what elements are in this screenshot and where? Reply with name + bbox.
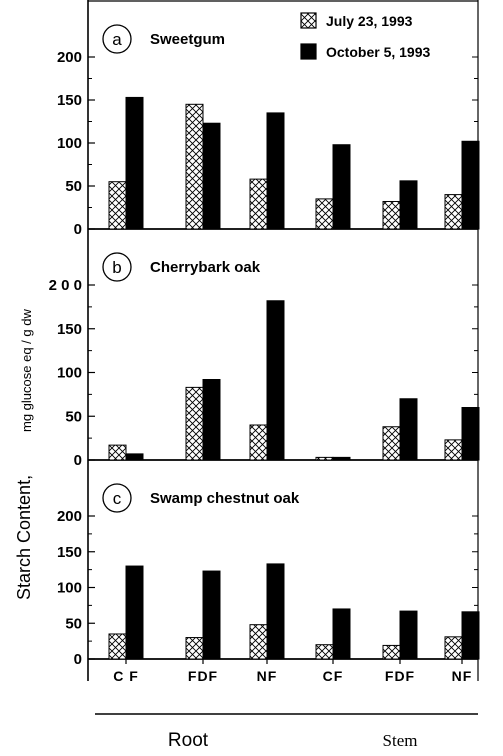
y-axis-label: Starch Content,: [14, 475, 34, 600]
y-tick-label: 50: [65, 615, 82, 632]
x-tick-label: NF: [257, 668, 278, 684]
bar-july-cf: [108, 633, 127, 660]
plot-layer: 0 50 100 150 200 a Sweetgum 0 50 100 150 2 0 0 b Cher…: [49, 0, 480, 751]
bar-july-nf: [249, 624, 268, 660]
legend-label-july: July 23, 1993: [326, 13, 413, 29]
y-tick-label: 200: [57, 49, 82, 66]
x-tick-label: C F: [113, 668, 139, 684]
bar-october-cf: [125, 453, 144, 461]
legend: July 23, 1993 October 5, 1993: [300, 12, 430, 60]
bar-july-cf: [315, 198, 334, 230]
bar-october-nf: [266, 300, 285, 461]
y-tick-label: 100: [57, 135, 82, 152]
bar-october-fdf: [399, 398, 418, 461]
y-tick-label: 0: [74, 221, 82, 238]
y-tick-label: 150: [57, 92, 82, 109]
bar-july-fdf: [185, 103, 204, 230]
panel-letter: a: [112, 30, 122, 49]
panel-b: 0 50 100 150 2 0 0 b Cherrybark oak: [49, 252, 480, 469]
bar-july-fdf: [382, 200, 401, 230]
bar-october-cf: [332, 144, 351, 230]
bar-july-nf: [444, 194, 463, 230]
shared-axis-text: Starch Content, mg glucose eq / g dw: [14, 309, 34, 600]
panel-letter-circle: [102, 252, 132, 282]
y-tick-label: 0: [74, 452, 82, 469]
panel-a: 0 50 100 150 200 a Sweetgum: [57, 24, 480, 238]
bar-july-nf: [249, 424, 268, 461]
bar-july-fdf: [185, 386, 204, 461]
bar-october-fdf: [202, 122, 221, 230]
bar-july-fdf: [382, 644, 401, 660]
bar-october-cf: [125, 565, 144, 660]
y-tick-label: 0: [74, 651, 82, 668]
y-tick-label: 150: [57, 321, 82, 338]
bar-october-fdf: [399, 180, 418, 230]
legend-swatch-july: [300, 12, 317, 29]
panel-letter: b: [112, 258, 121, 277]
panel-letter-circle: [102, 483, 132, 513]
y-tick-label: 100: [57, 365, 82, 382]
bar-october-cf: [125, 96, 144, 230]
legend-label-october: October 5, 1993: [326, 44, 430, 60]
y-axis-unit-label: mg glucose eq / g dw: [19, 309, 34, 432]
bar-october-nf: [461, 140, 480, 230]
bar-july-fdf: [382, 426, 401, 461]
y-tick-label: 50: [65, 408, 82, 425]
bar-july-fdf: [185, 637, 204, 660]
x-tick-label: FDF: [385, 668, 415, 684]
y-tick-label: 150: [57, 544, 82, 561]
group-label-stem: Stem: [383, 731, 418, 750]
bar-july-cf: [108, 444, 127, 461]
y-tick-label: 50: [65, 178, 82, 195]
bar-july-nf: [249, 178, 268, 230]
y-tick-label: 200: [57, 508, 82, 525]
group-label-root: Root: [168, 730, 209, 751]
bar-october-nf: [461, 407, 480, 461]
y-tick-label: 100: [57, 580, 82, 597]
bar-october-cf: [332, 608, 351, 660]
panel-c: 0 50 100 150 200 c Swamp chestnut oak: [57, 483, 480, 668]
y-tick-label: 2 0 0: [49, 277, 82, 294]
panel-title: Sweetgum: [150, 31, 225, 48]
bar-october-cf: [332, 456, 351, 461]
panel-title: Cherrybark oak: [150, 259, 261, 276]
x-tick-label: CF: [323, 668, 344, 684]
bar-october-nf: [266, 112, 285, 230]
legend-swatch-october: [300, 43, 317, 60]
x-tick-label: NF: [452, 668, 473, 684]
panel-title: Swamp chestnut oak: [150, 490, 300, 507]
bar-july-cf: [108, 181, 127, 230]
bar-october-fdf: [202, 379, 221, 461]
bar-october-fdf: [399, 610, 418, 660]
bar-october-fdf: [202, 570, 221, 660]
x-tick-label: FDF: [188, 668, 218, 684]
bar-october-nf: [266, 563, 285, 660]
bar-july-cf: [315, 456, 334, 461]
bar-july-cf: [315, 644, 334, 660]
bar-october-nf: [461, 611, 480, 660]
panel-letter-circle: [102, 24, 132, 54]
bar-july-nf: [444, 439, 463, 461]
panel-letter: c: [113, 489, 122, 508]
bar-july-nf: [444, 636, 463, 660]
